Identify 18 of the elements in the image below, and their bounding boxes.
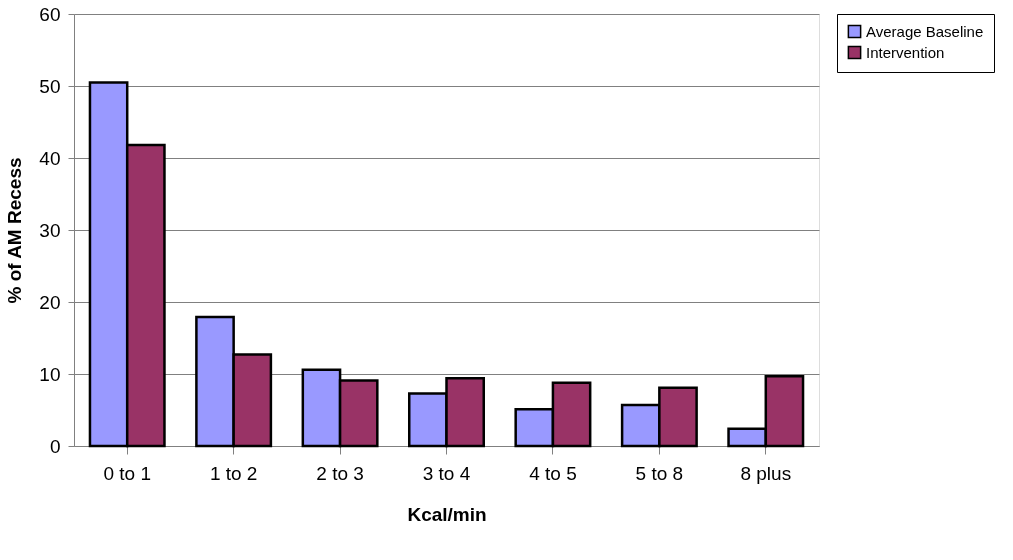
y-tick-label: 60 bbox=[39, 3, 61, 25]
y-tick-label: 50 bbox=[39, 75, 61, 97]
x-tick-label: 5 to 8 bbox=[635, 462, 684, 484]
x-tick-label: 0 to 1 bbox=[103, 462, 151, 484]
y-tick-label: 40 bbox=[39, 147, 61, 169]
x-tick-label: 4 to 5 bbox=[529, 462, 577, 484]
x-tick-label: 3 to 4 bbox=[422, 462, 471, 484]
y-axis-title: % of AM Recess bbox=[4, 157, 26, 304]
y-tick-label: 30 bbox=[39, 219, 61, 241]
y-tick-label: 0 bbox=[49, 435, 61, 457]
x-axis-title: Kcal/min bbox=[407, 503, 487, 525]
legend-label: Average Baseline bbox=[866, 22, 984, 40]
y-tick-label: 20 bbox=[39, 291, 61, 313]
x-tick-label: 1 to 2 bbox=[209, 462, 258, 484]
x-tick-label: 2 to 3 bbox=[316, 462, 364, 484]
x-tick-label: 8 plus bbox=[740, 462, 792, 484]
y-tick-label: 10 bbox=[39, 363, 61, 385]
legend-label: Intervention bbox=[866, 43, 945, 61]
